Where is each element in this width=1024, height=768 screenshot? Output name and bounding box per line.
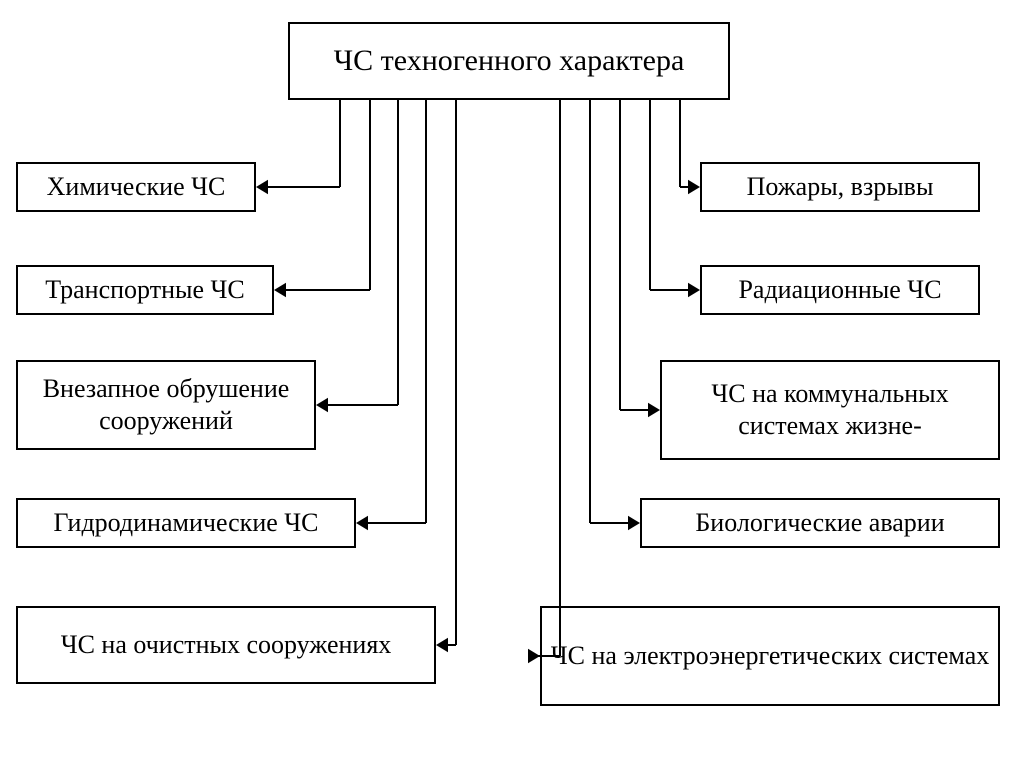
left-node-sewage-label: ЧС на очистных сооружениях <box>61 629 392 662</box>
right-node-fire: Пожары, взрывы <box>700 162 980 212</box>
left-node-sewage: ЧС на очистных сооружениях <box>16 606 436 684</box>
left-node-hydro: Гидродинамические ЧС <box>16 498 356 548</box>
right-node-rad-label: Радиационные ЧС <box>738 274 941 307</box>
left-node-chem-label: Химические ЧС <box>47 171 226 204</box>
left-node-hydro-label: Гидродинамические ЧС <box>53 507 318 540</box>
right-node-power-label: ЧС на электроэнергетических системах <box>551 640 990 673</box>
right-node-power: ЧС на электроэнергетических системах <box>540 606 1000 706</box>
right-node-bio-label: Биологические аварии <box>695 507 944 540</box>
right-node-fire-label: Пожары, взрывы <box>747 171 934 204</box>
right-node-util: ЧС на коммунальных системах жизне- <box>660 360 1000 460</box>
left-node-trans-label: Транспортные ЧС <box>45 274 244 307</box>
root-label: ЧС техногенного характера <box>334 42 685 80</box>
left-node-collap: Внезапное обрушение сооружений <box>16 360 316 450</box>
root-node: ЧС техногенного характера <box>288 22 730 100</box>
left-node-chem: Химические ЧС <box>16 162 256 212</box>
right-node-rad: Радиационные ЧС <box>700 265 980 315</box>
left-node-collap-label: Внезапное обрушение сооружений <box>26 373 306 438</box>
left-node-trans: Транспортные ЧС <box>16 265 274 315</box>
right-node-util-label: ЧС на коммунальных системах жизне- <box>670 378 990 443</box>
right-node-bio: Биологические аварии <box>640 498 1000 548</box>
